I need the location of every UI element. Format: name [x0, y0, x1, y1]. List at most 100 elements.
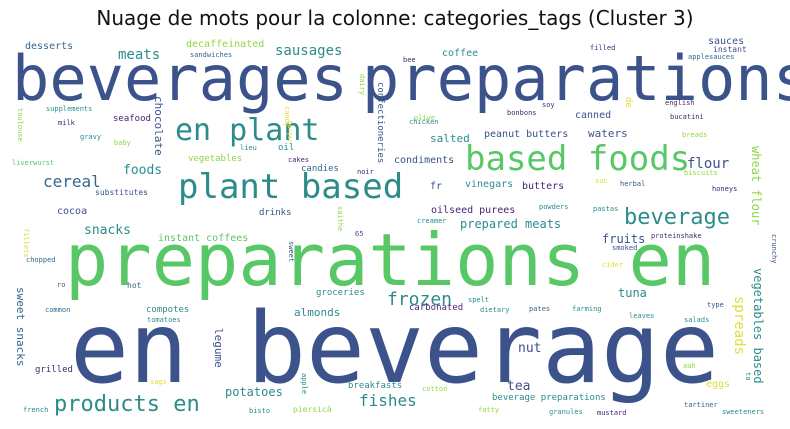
word-sausages: sausages: [275, 43, 343, 59]
word-chocolate: chocolate: [152, 96, 165, 156]
word-tuna: tuna: [618, 286, 647, 300]
word-lieu: lieu: [240, 144, 257, 152]
word-coffee: coffee: [442, 48, 479, 59]
word-plant-based: plant based: [178, 167, 404, 207]
word-preparations-en: preparations en: [65, 218, 716, 302]
word-french: french: [23, 406, 49, 414]
word-honeys: honeys: [712, 185, 738, 193]
word-leaves: leaves: [629, 312, 655, 320]
word-frozen: frozen: [387, 289, 453, 310]
word-beverage-preparations: beverage preparations: [492, 393, 606, 403]
word-applesauces: applesauces: [688, 53, 735, 61]
word-chopped: chopped: [26, 256, 56, 264]
word-fruits: fruits: [602, 232, 646, 246]
word-aah: aah: [683, 362, 696, 370]
word-olive: olive: [414, 114, 436, 122]
word-breakfasts: breakfasts: [348, 381, 403, 391]
word-foods: foods: [123, 163, 163, 178]
word-proteinshake: proteinshake: [651, 232, 702, 240]
word-nut: nut: [518, 341, 542, 356]
word-de: de: [623, 97, 633, 108]
word-suc: suc: [595, 177, 608, 185]
word-candy: candy: [283, 106, 291, 128]
word-confectioneries: confectioneries: [375, 82, 385, 164]
word-tomatoes: tomatoes: [147, 316, 181, 324]
word-en-plant: en plant: [175, 113, 320, 148]
word-preparations-top: preparations: [362, 42, 790, 115]
word-type: type: [707, 301, 724, 309]
word-en-beverage: en beverage: [70, 292, 720, 406]
word-dietary: dietary: [480, 306, 510, 314]
word-fillets: fillets: [22, 228, 30, 258]
word-bonbons: bonbons: [507, 109, 537, 117]
word-candies: candies: [301, 164, 339, 174]
word-products-en: products en: [54, 392, 200, 417]
word-biscuits: biscuits: [684, 169, 718, 177]
word-meats: meats: [118, 47, 161, 63]
word-fr: fr: [430, 181, 443, 192]
word-breads: breads: [682, 131, 708, 139]
word-toulouse: toulouse: [16, 108, 24, 142]
page-title: Nuage de mots pour la colonne: categorie…: [96, 6, 694, 30]
word-soy: soy: [542, 101, 555, 109]
word-canned: canned: [575, 110, 612, 121]
word-vegetables: vegetables: [188, 154, 243, 164]
word-spreads: spreads: [731, 296, 747, 356]
word-65: 65: [355, 230, 364, 238]
word-english: english: [665, 99, 695, 107]
word-noir: noir: [357, 168, 374, 176]
word-seafood: seafood: [113, 114, 151, 124]
word-vegetables-based: vegetables based: [751, 268, 765, 384]
word-granules: granules: [549, 408, 583, 416]
word-legume: legume: [212, 328, 225, 368]
word-crunchy: crunchy: [770, 234, 778, 264]
word-farming: farming: [572, 305, 602, 313]
word-instant-coffees: instant coffees: [158, 233, 249, 244]
word-oilseed-purees: oilseed purees: [431, 205, 516, 216]
word-tartiner: tartiner: [684, 401, 718, 409]
word-ta: ta: [744, 372, 752, 381]
word-based-foods: based foods: [465, 139, 691, 179]
word-groceries: groceries: [316, 288, 365, 298]
word-cloud: beverages preparations preparations en e…: [10, 36, 790, 421]
word-smoked: smoked: [612, 244, 638, 252]
word-sweet: sweet: [287, 241, 295, 263]
word-sandwiches: sandwiches: [190, 51, 233, 59]
word-instant: instant: [713, 45, 747, 54]
word-mustard: mustard: [597, 409, 627, 417]
word-sweeteners: sweeteners: [722, 408, 765, 416]
word-dairy: dairy: [358, 74, 366, 96]
word-salads: salads: [684, 316, 710, 324]
word-liverwurst: liverwurst: [12, 159, 55, 167]
word-hot: hot: [127, 281, 142, 290]
word-filled: filled: [590, 44, 616, 52]
word-waters: waters: [588, 127, 628, 140]
word-potatoes: potatoes: [225, 385, 283, 399]
word-flour: flour: [687, 156, 730, 172]
word-oil: oil: [278, 143, 295, 153]
word-cotton: cotton: [422, 385, 448, 393]
word-cocoa: cocoa: [57, 206, 88, 217]
word-bucatini: bucatini: [670, 113, 704, 121]
word-bisto: bisto: [249, 407, 271, 415]
word-substitutes: substitutes: [95, 188, 148, 197]
word-wheat-flour: wheat flour: [749, 146, 763, 226]
word-fishes: fishes: [359, 391, 417, 410]
word-sags: sags: [150, 378, 167, 386]
word-baby: baby: [114, 139, 131, 147]
word-snacks: snacks: [84, 223, 131, 238]
word-beverage: beverage: [624, 205, 730, 230]
word-cider: cider: [602, 261, 624, 269]
word-drinks: drinks: [259, 208, 292, 218]
word-cakes: cakes: [288, 156, 310, 164]
word-gravy: gravy: [80, 133, 102, 141]
word-decaffeinated: decaffeinated: [186, 39, 265, 50]
word-burger: burger: [286, 121, 293, 143]
word-chicken: chicken: [409, 118, 439, 126]
word-fatty: fatty: [478, 406, 500, 414]
word-spelt: spelt: [468, 296, 490, 304]
word-common: common: [45, 306, 71, 314]
word-condiments: condiments: [394, 155, 455, 166]
word-vinegars: vinegars: [465, 179, 514, 190]
word-grilled: grilled: [35, 365, 73, 375]
